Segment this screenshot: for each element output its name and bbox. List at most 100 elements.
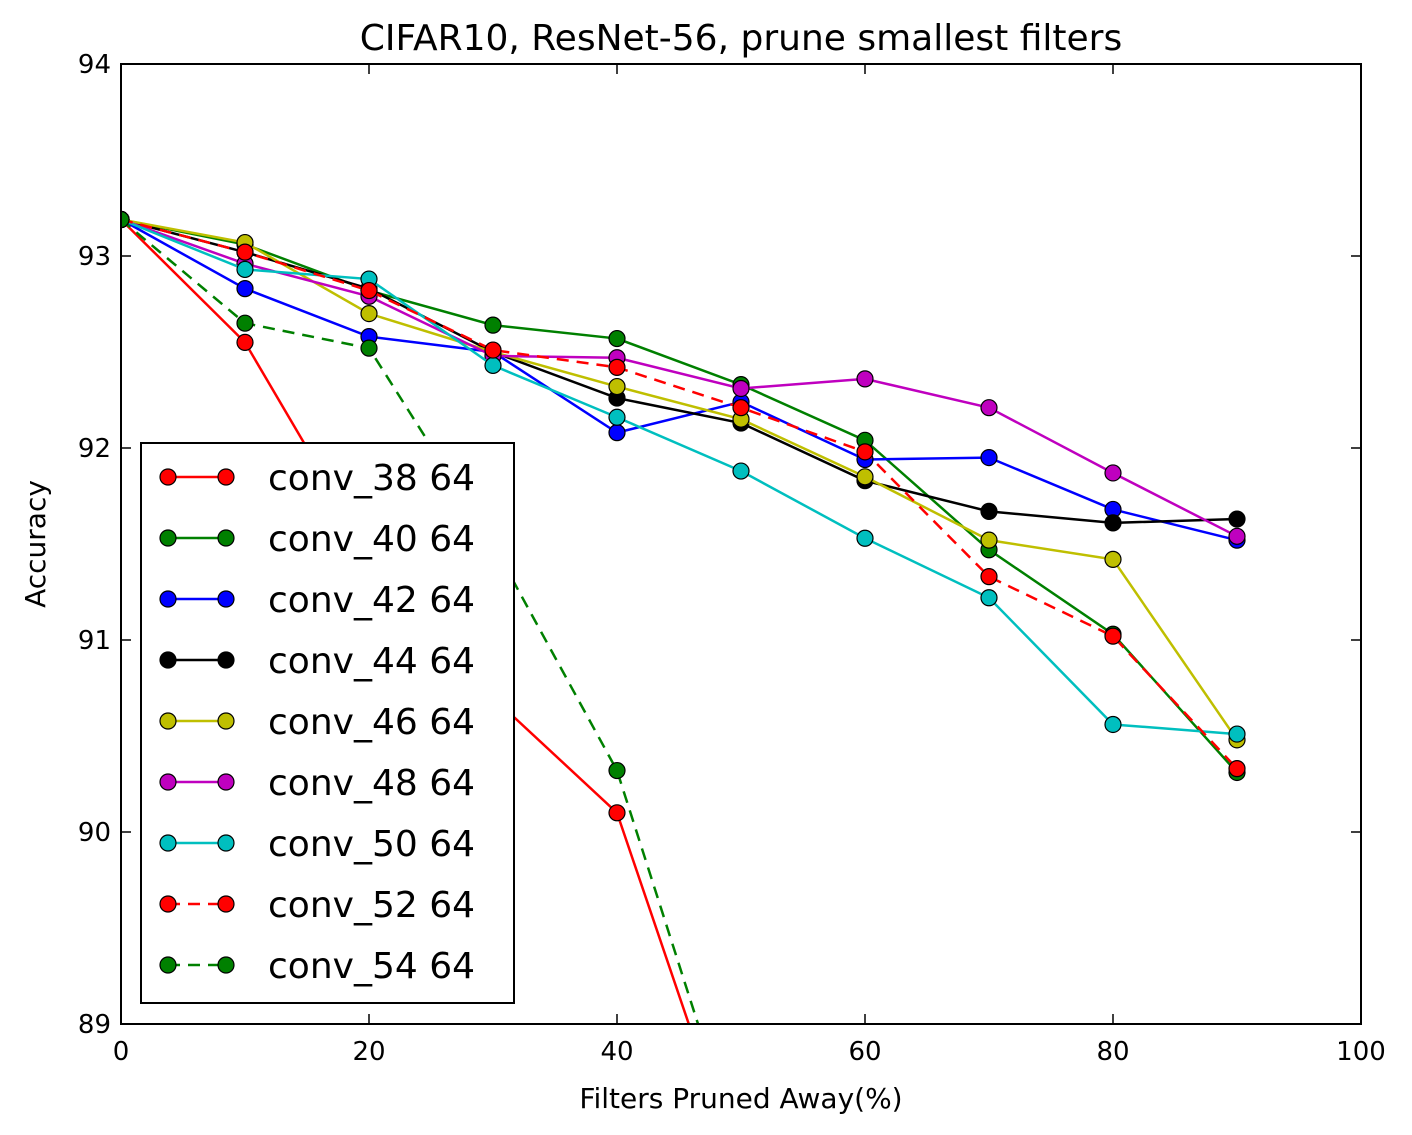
x-tick-label: 0 <box>113 1037 130 1067</box>
legend-entry: conv_42 64 <box>159 580 475 621</box>
x-tick-label: 40 <box>600 1037 633 1067</box>
legend-marker <box>217 651 235 669</box>
y-tick-label: 93 <box>78 242 111 272</box>
legend-marker <box>159 773 177 791</box>
legend-marker <box>159 895 177 913</box>
legend-marker <box>159 651 177 669</box>
legend-marker <box>159 468 177 486</box>
data-point <box>608 804 626 822</box>
data-point <box>236 314 254 332</box>
series-line <box>121 218 1238 736</box>
legend-marker <box>217 712 235 730</box>
legend-entry: conv_54 64 <box>159 946 475 987</box>
legend-marker <box>217 529 235 547</box>
data-point <box>1104 464 1122 482</box>
y-tick-label: 94 <box>78 50 111 80</box>
x-tick-label: 80 <box>1096 1037 1129 1067</box>
data-point <box>732 379 750 398</box>
data-point <box>732 399 750 417</box>
data-point <box>608 329 626 348</box>
legend: conv_38 64 conv_40 64 conv_42 64 conv_44 64… <box>140 442 515 1004</box>
data-point <box>236 280 254 298</box>
y-tick-label: 91 <box>78 626 111 656</box>
x-tick-label: 20 <box>352 1037 385 1067</box>
data-point <box>121 210 130 229</box>
data-point <box>980 568 998 586</box>
legend-entry: conv_46 64 <box>159 702 475 743</box>
legend-marker <box>217 895 235 913</box>
series-layer <box>121 210 1246 1024</box>
data-point <box>360 339 378 357</box>
data-point <box>856 443 874 461</box>
data-point <box>1104 550 1122 568</box>
data-point <box>856 370 874 388</box>
legend-label: conv_48 64 <box>268 763 475 804</box>
data-point <box>1104 514 1122 532</box>
legend-label: conv_52 64 <box>268 885 475 926</box>
legend-entry: conv_38 64 <box>159 458 475 499</box>
legend-label: conv_44 64 <box>268 641 475 682</box>
legend-label: conv_50 64 <box>268 824 475 865</box>
data-point <box>608 377 626 396</box>
y-axis-label: Accuracy <box>19 480 52 608</box>
data-point <box>980 399 998 417</box>
y-tick-label: 89 <box>78 1010 111 1040</box>
legend-entry: conv_52 64 <box>159 885 475 926</box>
data-point <box>980 502 998 520</box>
data-point <box>236 243 254 261</box>
data-point <box>856 468 874 486</box>
legend-marker <box>217 956 235 974</box>
data-point <box>856 529 874 547</box>
legend-marker <box>159 712 177 730</box>
data-point <box>1104 627 1122 645</box>
series-conv_50-64 <box>121 210 1246 743</box>
legend-frame <box>140 442 515 1004</box>
legend-label: conv_42 64 <box>268 580 475 621</box>
data-point <box>608 424 626 442</box>
data-point <box>236 333 254 351</box>
series-line <box>121 218 1238 538</box>
series-line <box>121 218 1238 774</box>
data-point <box>608 358 626 376</box>
legend-marker <box>159 956 177 974</box>
x-axis-label: Filters Pruned Away(%) <box>579 1082 902 1115</box>
data-point <box>1228 760 1246 778</box>
x-tick-label: 100 <box>1336 1037 1386 1067</box>
legend-marker <box>217 773 235 791</box>
axis-ticks: 0 20 40 60 80 100 89 90 91 92 93 94 <box>78 50 1386 1067</box>
series-line <box>121 218 1238 525</box>
series-line <box>121 218 1239 741</box>
legend-label: conv_54 64 <box>268 946 475 987</box>
legend-label: conv_46 64 <box>268 702 475 743</box>
data-point <box>732 462 750 480</box>
data-point <box>1228 510 1246 528</box>
data-point <box>1228 527 1246 545</box>
data-point <box>236 260 254 279</box>
data-point <box>484 341 502 359</box>
data-point <box>1104 715 1122 734</box>
x-tick-label: 60 <box>848 1037 881 1067</box>
legend-entry: conv_40 64 <box>159 519 475 560</box>
data-point <box>980 589 998 607</box>
data-point <box>360 305 378 323</box>
legend-marker <box>159 834 177 852</box>
chart-title: CIFAR10, ResNet-56, prune smallest filte… <box>360 18 1122 59</box>
y-tick-label: 90 <box>78 818 111 848</box>
data-point <box>980 449 998 467</box>
data-point <box>608 408 626 426</box>
data-point <box>484 356 502 375</box>
legend-marker <box>217 590 235 608</box>
y-tick-label: 92 <box>78 434 111 464</box>
data-point <box>980 531 998 549</box>
legend-label: conv_38 64 <box>268 458 475 499</box>
legend-marker <box>217 468 235 486</box>
legend-label: conv_40 64 <box>268 519 475 560</box>
legend-entry: conv_50 64 <box>159 824 475 865</box>
legend-marker <box>159 529 177 547</box>
data-point <box>1228 725 1246 743</box>
legend-entry: conv_44 64 <box>159 641 475 682</box>
series-line <box>121 218 1238 542</box>
legend-marker <box>159 590 177 608</box>
data-point <box>608 761 626 780</box>
